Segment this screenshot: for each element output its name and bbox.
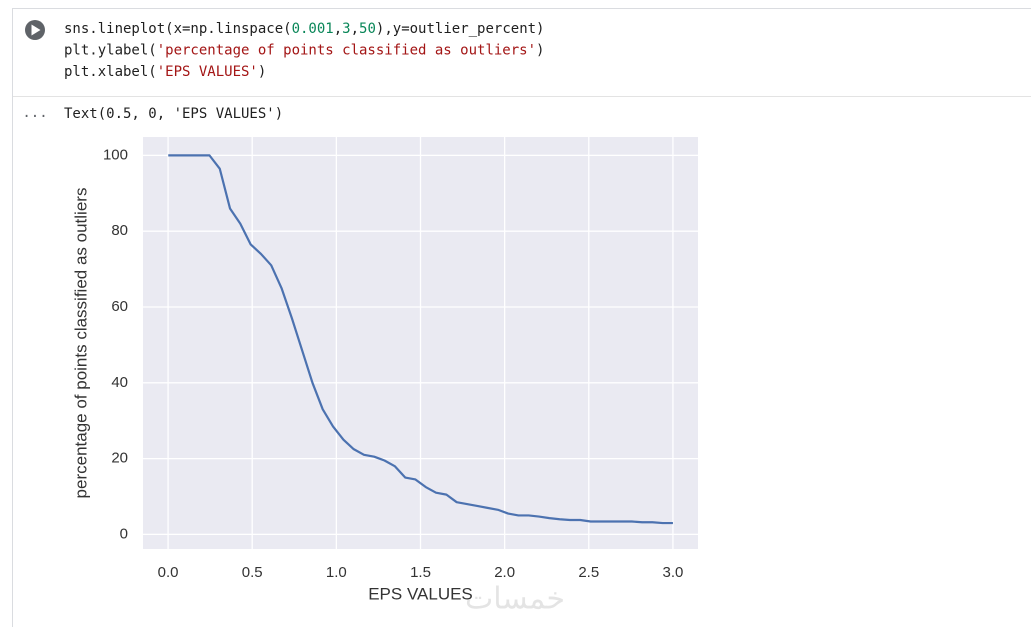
code-token: , (351, 21, 359, 37)
y-axis-label: percentage of points classified as outli… (71, 188, 90, 499)
x-tick-label: 0.5 (242, 564, 263, 581)
y-tick-label: 0 (120, 525, 128, 542)
x-tick-label: 0.0 (158, 564, 179, 581)
code-token: 0.001 (292, 21, 334, 37)
y-tick-label: 60 (111, 298, 128, 315)
cell-frame (12, 8, 1031, 627)
code-token: , (334, 21, 342, 37)
code-token: ) (258, 64, 266, 80)
code-line: sns.lineplot(x=np.linspace(0.001,3,50),y… (64, 21, 544, 37)
code-token: 'percentage of points classified as outl… (157, 43, 536, 59)
y-tick-label: 40 (111, 374, 128, 391)
code-token: 50 (359, 21, 376, 37)
code-token: sns.lineplot(x=np.linspace( (64, 21, 292, 37)
code-token: plt.ylabel( (64, 43, 157, 59)
y-tick-label: 100 (103, 146, 128, 163)
x-tick-label: 1.0 (326, 564, 347, 581)
code-token: plt.xlabel( (64, 64, 157, 80)
code-cell: sns.lineplot(x=np.linspace(0.001,3,50),y… (64, 21, 544, 80)
code-token: 3 (342, 21, 350, 37)
x-tick-label: 2.5 (578, 564, 599, 581)
line (168, 154, 673, 525)
x-axis-label: EPS VALUES (368, 584, 473, 603)
run-button[interactable] (25, 20, 45, 40)
code-token: ) (536, 43, 544, 59)
x-tick-label: 3.0 (662, 564, 683, 581)
chart: 0 20 40 60 80 100 0.0 0.5 1.0 1.5 2.0 2.5 3.0 EPS VAL… (71, 137, 698, 603)
y-tick-label: 80 (111, 222, 128, 239)
output-menu[interactable]: ... (22, 105, 47, 121)
x-tick-label: 1.5 (410, 564, 431, 581)
x-tick-label: 2.0 (494, 564, 515, 581)
code-line: plt.ylabel('percentage of points classif… (64, 43, 544, 59)
code-token: ),y=outlier_percent) (376, 21, 545, 37)
code-token: 'EPS VALUES' (157, 64, 258, 80)
watermark: خمسات (465, 582, 565, 617)
y-tick-label: 20 (111, 450, 128, 467)
output-text: Text(0.5, 0, 'EPS VALUES') (64, 106, 283, 122)
code-line: plt.xlabel('EPS VALUES') (64, 64, 266, 80)
